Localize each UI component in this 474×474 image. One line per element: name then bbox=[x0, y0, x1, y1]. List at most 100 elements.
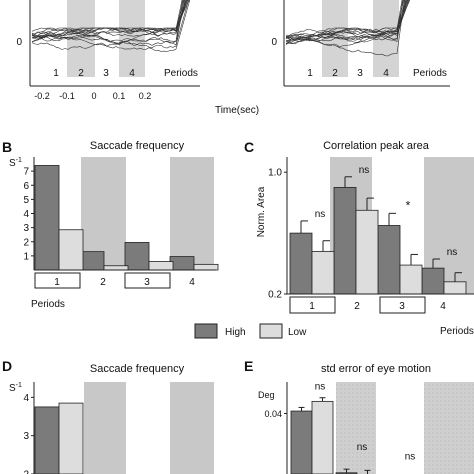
period-num: 4 bbox=[129, 68, 135, 79]
bar-low-1 bbox=[311, 400, 334, 474]
y-ticks-d: 2 3 4 bbox=[23, 393, 34, 474]
y-axis-label: S-1 bbox=[9, 157, 22, 169]
y-axis-label: Deg bbox=[258, 390, 275, 400]
significance-label: ns bbox=[315, 209, 326, 220]
x-tick: 0 bbox=[91, 91, 96, 101]
significance-label: ns bbox=[315, 381, 326, 392]
y-axis-label: Norm. Area bbox=[256, 186, 267, 237]
y-ticks-e: 0.04 bbox=[264, 409, 287, 419]
bar-high-4 bbox=[421, 267, 445, 295]
chart-title: Saccade frequency bbox=[90, 363, 185, 375]
bar-high-2 bbox=[333, 187, 357, 295]
time-axis-label: Time(sec) bbox=[215, 105, 259, 116]
eye-trace bbox=[285, 0, 408, 45]
significance-label: ns bbox=[405, 451, 416, 462]
period-box bbox=[124, 272, 171, 289]
y-tick-label: 5 bbox=[23, 195, 29, 206]
bar-low-4 bbox=[443, 281, 467, 295]
period-box bbox=[34, 272, 81, 289]
category-label: 2 bbox=[100, 277, 106, 288]
shade-period-4 bbox=[119, 0, 145, 77]
zero-label: 0 bbox=[271, 37, 277, 48]
bar-high-3 bbox=[124, 242, 150, 271]
y-tick-label: 1 bbox=[23, 251, 29, 262]
bar-high-4 bbox=[169, 256, 195, 271]
legend-label-low: Low bbox=[288, 327, 307, 338]
significance-label: ns bbox=[447, 247, 458, 258]
bar-low-3 bbox=[148, 261, 174, 271]
shade-period-2 bbox=[84, 382, 126, 474]
periods-label: Periods bbox=[413, 68, 447, 79]
legend-label-high: High bbox=[225, 327, 246, 338]
shade-period-2 bbox=[81, 157, 126, 270]
period-box bbox=[379, 296, 426, 314]
panel-a-left: 0 1 2 3 4 Periods -0.2 -0.1 0 0.1 0.2 bbox=[16, 0, 200, 101]
bar-high-3 bbox=[377, 225, 401, 295]
traces-left bbox=[31, 0, 191, 52]
period-num: 4 bbox=[383, 68, 389, 79]
eye-trace bbox=[31, 0, 183, 39]
panel-c: C Correlation peak area Norm. Area ns ns *… bbox=[244, 139, 474, 337]
category-label: 2 bbox=[354, 301, 360, 312]
bar-low-2 bbox=[103, 265, 129, 271]
eye-trace bbox=[285, 0, 405, 57]
bar-low-3 bbox=[399, 264, 423, 295]
chart-title: Saccade frequency bbox=[90, 140, 185, 152]
legend: High Low bbox=[194, 323, 307, 339]
bars-e: ns ns ns bbox=[290, 381, 416, 474]
category-label: 3 bbox=[399, 301, 405, 312]
period-num: 3 bbox=[103, 68, 109, 79]
bar-low-1 bbox=[58, 402, 84, 474]
period-box bbox=[289, 296, 336, 314]
eye-trace bbox=[31, 0, 191, 52]
eye-trace bbox=[285, 0, 409, 39]
panel-e: E std error of eye motion Deg ns ns ns 0.0… bbox=[244, 358, 474, 474]
category-label: 4 bbox=[440, 301, 446, 312]
category-label: 4 bbox=[189, 277, 195, 288]
x-tick: 0.1 bbox=[113, 91, 126, 101]
bar-low-2 bbox=[355, 209, 379, 295]
eye-trace bbox=[31, 0, 189, 46]
panel-letter: B bbox=[2, 139, 12, 155]
bar-high-2 bbox=[79, 251, 105, 271]
y-tick-label: 4 bbox=[23, 209, 29, 220]
eye-trace bbox=[31, 0, 185, 49]
legend-swatch-high bbox=[194, 323, 218, 339]
eye-trace bbox=[31, 0, 190, 39]
significance-label: * bbox=[406, 198, 411, 212]
x-axis-label: Periods bbox=[440, 326, 474, 337]
bars-c: ns ns * ns bbox=[289, 165, 467, 295]
significance-label: ns bbox=[359, 165, 370, 176]
y-tick-label: 0.2 bbox=[268, 290, 282, 301]
eye-trace bbox=[285, 0, 410, 38]
y-tick-label: 1.0 bbox=[268, 168, 282, 179]
period-num: 1 bbox=[53, 68, 59, 79]
panel-letter: D bbox=[2, 358, 12, 374]
shade-period-4 bbox=[424, 382, 474, 474]
eye-trace bbox=[31, 0, 188, 38]
bar-high-1 bbox=[34, 406, 60, 474]
category-label: 1 bbox=[54, 277, 60, 288]
y-ticks-c: 1.0 0.2 bbox=[268, 168, 287, 301]
x-tick: -0.2 bbox=[34, 91, 50, 101]
legend-swatch-low bbox=[259, 323, 283, 339]
y-tick-label: 0.04 bbox=[264, 409, 282, 419]
y-tick-label: 4 bbox=[23, 393, 29, 404]
chart-title: std error of eye motion bbox=[321, 363, 431, 375]
bar-high-1 bbox=[34, 165, 60, 271]
significance-label: ns bbox=[357, 442, 368, 453]
bar-high-1 bbox=[290, 410, 313, 474]
shade-period-4 bbox=[170, 382, 214, 474]
x-axis-label: Periods bbox=[31, 299, 65, 310]
y-tick-label: 2 bbox=[23, 470, 29, 474]
x-tick: -0.1 bbox=[59, 91, 75, 101]
category-label: 1 bbox=[309, 301, 315, 312]
y-tick-label: 2 bbox=[23, 237, 29, 248]
period-num: 2 bbox=[332, 68, 338, 79]
panel-d: D Saccade frequency S-1 2 3 4 bbox=[2, 358, 214, 474]
panel-a-right: 0 1 2 3 4 Periods bbox=[271, 0, 450, 87]
y-tick-label: 3 bbox=[23, 431, 29, 442]
bars-b bbox=[34, 165, 219, 271]
shade-period-2 bbox=[336, 382, 376, 474]
